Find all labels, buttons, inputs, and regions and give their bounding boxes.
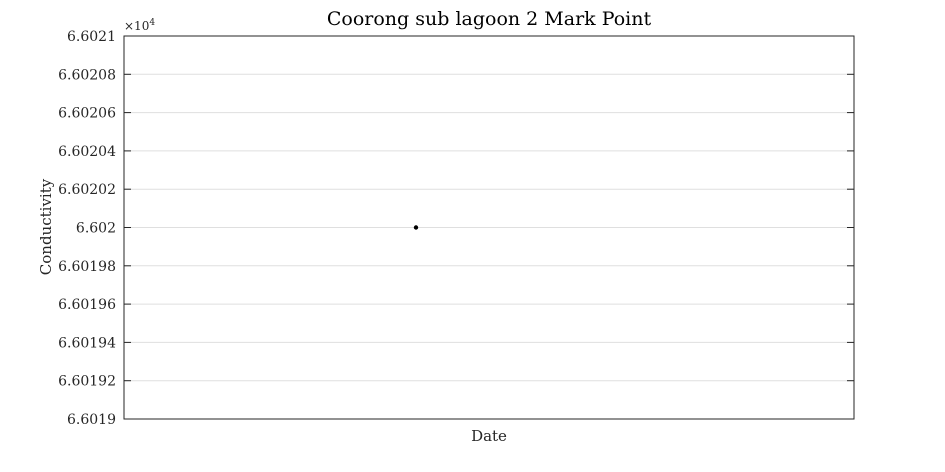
y-tick-label: 6.60202 xyxy=(58,182,116,198)
x-axis-label: Date xyxy=(471,427,507,445)
y-tick-label: 6.60196 xyxy=(58,297,116,313)
chart-title: Coorong sub lagoon 2 Mark Point xyxy=(327,8,652,30)
y-tick-label: 6.602 xyxy=(76,221,116,237)
data-points xyxy=(413,225,419,230)
gridlines xyxy=(124,73,854,382)
y-tick-label: 6.6021 xyxy=(67,29,116,45)
y-tick-label: 6.60192 xyxy=(58,374,116,390)
y-tick-label: 6.60194 xyxy=(58,335,116,351)
y-exponent-label: ×104 xyxy=(124,18,155,33)
data-point xyxy=(413,225,419,230)
y-tick-label: 6.60204 xyxy=(58,144,116,160)
y-tick-label: 6.60206 xyxy=(58,106,116,122)
y-axis-label: Conductivity xyxy=(37,178,55,275)
y-axis-ticks: 6.6019 6.60192 6.60194 6.60196 6.60198 6.602 6… xyxy=(58,29,854,428)
y-tick-label: 6.60208 xyxy=(58,67,116,83)
y-tick-label: 6.6019 xyxy=(67,412,116,428)
y-tick-label: 6.60198 xyxy=(58,259,116,275)
